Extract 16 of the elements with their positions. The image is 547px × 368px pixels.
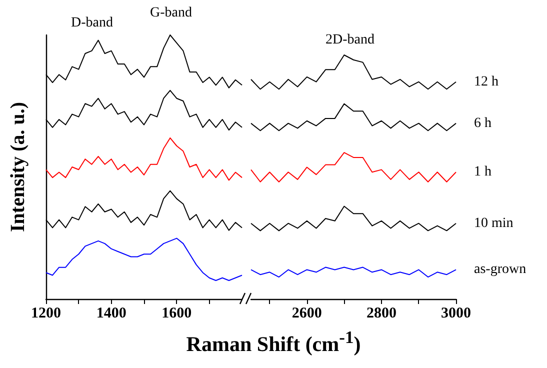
text: G-band [150,6,192,20]
x-tick-label: 1400 [96,306,126,322]
series-label: 1 h [474,164,492,180]
x-tick-label: 3000 [441,306,471,322]
text: 2D-band [326,32,374,48]
x-tick-label: 1200 [31,306,61,322]
x-tick-label: 2600 [292,306,322,322]
series-label: 6 h [474,116,492,131]
text: D-band [71,16,113,30]
series-label: 12 h [474,74,498,90]
series-label: 10 min [474,216,514,231]
x-axis-title: Raman Shift (cm$^{-1}$) [185,327,362,357]
x-tick-label: 2800 [366,306,396,322]
y-axis-title: Intensity (a. u.) [7,102,29,232]
series-label: as-grown [474,262,526,278]
x-tick-label: 1600 [162,306,192,322]
